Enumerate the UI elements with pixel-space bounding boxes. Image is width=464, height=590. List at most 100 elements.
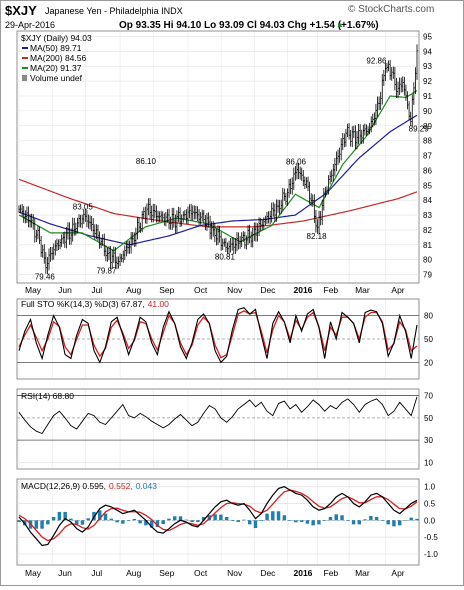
price-tick-label: 89	[423, 122, 432, 131]
macd-histogram-bar	[253, 520, 258, 529]
month-tick-label: Mar	[355, 568, 370, 578]
price-tick-label: 95	[423, 32, 432, 41]
month-tick-label: Feb	[324, 568, 339, 578]
month-tick-label: Dec	[260, 568, 276, 578]
month-axis: May Jun Jul Aug Sep Oct Nov Dec 2016 Feb Mar Apr	[25, 285, 405, 295]
month-tick-label: Nov	[227, 285, 243, 295]
macd-histogram-bar	[201, 516, 206, 521]
month-tick-label: Oct	[194, 568, 208, 578]
macd-histogram-bar	[271, 511, 275, 521]
price-annotation-label: 83.05	[73, 202, 94, 211]
month-tick-label: Dec	[260, 285, 276, 295]
macd-histogram-bar	[265, 513, 269, 521]
macd-histogram-bar	[294, 520, 298, 523]
macd-histogram-bar	[357, 520, 362, 525]
macd-histogram-bar	[259, 520, 263, 521]
month-tick-label: Feb	[324, 285, 339, 295]
sto-grid: 20 50 80	[17, 300, 433, 378]
price-bars	[18, 44, 419, 275]
macd-histogram-bar	[230, 520, 235, 521]
price-axis: 79 80 81 82 83 84 85 86 87 88 89 90 91 92 93 94 95	[423, 32, 432, 279]
month-tick-label: Aug	[126, 285, 141, 295]
macd-histogram-bar	[40, 520, 44, 529]
price-annotation-label: 80.81	[215, 253, 236, 262]
macd-histogram-bar	[299, 520, 304, 522]
macd-histogram-bar	[236, 520, 240, 522]
macd-histogram-bar	[276, 511, 281, 521]
macd-histogram-bar	[74, 520, 79, 525]
legend-volume-icon	[22, 75, 27, 81]
price-tick-label: 80	[423, 256, 432, 265]
macd-histogram-bar	[34, 520, 39, 529]
price-tick-label: 94	[423, 47, 432, 56]
price-tick-label: 86	[423, 166, 432, 175]
macd-histogram-bar	[409, 517, 413, 521]
macd-histogram-bar	[386, 520, 390, 525]
legend-ma50: MA(50) 89.71	[30, 43, 82, 53]
price-annotation-label: 86.06	[286, 158, 307, 167]
price-tick-label: 92	[423, 77, 432, 86]
price-tick-label: 84	[423, 196, 432, 205]
month-tick-label: Apr	[391, 568, 404, 578]
macd-histogram-bar	[346, 520, 350, 521]
month-tick-label: Apr	[391, 285, 404, 295]
rsi-grid: 10 30 50 70	[17, 390, 433, 468]
price-tick-label: 79	[423, 271, 432, 280]
legend-volume: Volume undef	[30, 73, 83, 83]
legend-ma20: MA(20) 91.37	[30, 63, 82, 73]
legend-ma200: MA(200) 84.56	[30, 53, 86, 63]
month-tick-label: Jul	[91, 285, 102, 295]
price-tick-label: 91	[423, 92, 432, 101]
month-tick-label: Nov	[227, 568, 243, 578]
macd-histogram-bar	[121, 520, 125, 524]
price-annotations: 83.05 79.46 79.87 86.10 80.81 86.06 82.18 92.86…	[35, 56, 429, 281]
macd-histogram-bar	[57, 511, 62, 521]
price-annotation-label: 92.86	[366, 56, 387, 65]
month-tick-label: Aug	[126, 568, 141, 578]
macd-histogram-bar	[219, 514, 223, 521]
macd-histogram-bar	[155, 520, 160, 528]
month-tick-label: 2016	[293, 568, 312, 578]
macd-histogram-bar	[144, 520, 148, 526]
price-grid	[17, 32, 419, 282]
macd-histogram-bar	[86, 518, 90, 521]
rsi-line	[18, 396, 418, 435]
panel-tick-label: 50	[424, 414, 433, 423]
panel-tick-label: 80	[424, 312, 433, 321]
month-tick-label: Oct	[194, 285, 208, 295]
macd-histogram-bar	[213, 514, 217, 521]
price-annotation-label: 79.46	[35, 273, 56, 282]
macd-histogram-bar	[190, 520, 194, 522]
macd-histogram-bar	[224, 516, 229, 521]
macd-histogram-bar	[305, 520, 310, 524]
macd-histogram-bar	[397, 520, 402, 526]
macd-histogram-bar	[403, 519, 408, 521]
macd-histogram-bar	[80, 520, 85, 525]
macd-histogram-bar	[109, 518, 114, 521]
macd-histogram-bar	[242, 519, 246, 521]
macd-histogram-bar	[17, 520, 21, 522]
macd-histogram-bar	[317, 520, 321, 525]
macd-line	[18, 486, 418, 547]
macd-histogram-bar	[328, 516, 333, 521]
panel-tick-label: -1.0	[424, 550, 438, 559]
month-tick-label: May	[25, 285, 42, 295]
macd-histogram-bar	[196, 520, 200, 522]
panel-tick-label: 70	[424, 392, 433, 401]
month-tick-label: Mar	[355, 285, 370, 295]
macd-histogram-bar	[184, 519, 189, 521]
macd-histogram-bar	[138, 520, 142, 524]
macd-histogram-bar	[126, 520, 131, 521]
price-tick-label: 93	[423, 62, 432, 71]
price-tick-label: 88	[423, 137, 432, 146]
price-legend: $XJY (Daily) 94.03 MA(50) 89.71 MA(200) …	[21, 33, 92, 83]
panel-tick-label: 10	[424, 458, 433, 467]
panel-tick-label: 0.5	[424, 500, 436, 509]
macd-histogram-bar	[167, 518, 171, 521]
month-tick-label: Jun	[58, 568, 72, 578]
price-annotation-label: 82.18	[307, 232, 328, 241]
macd-label: MACD(12,26,9) 0.595, 0.552, 0.043	[21, 481, 157, 491]
price-annotation-label: 79.87	[96, 267, 117, 276]
macd-histogram-bar	[115, 520, 119, 523]
month-tick-label: Sep	[159, 285, 174, 295]
